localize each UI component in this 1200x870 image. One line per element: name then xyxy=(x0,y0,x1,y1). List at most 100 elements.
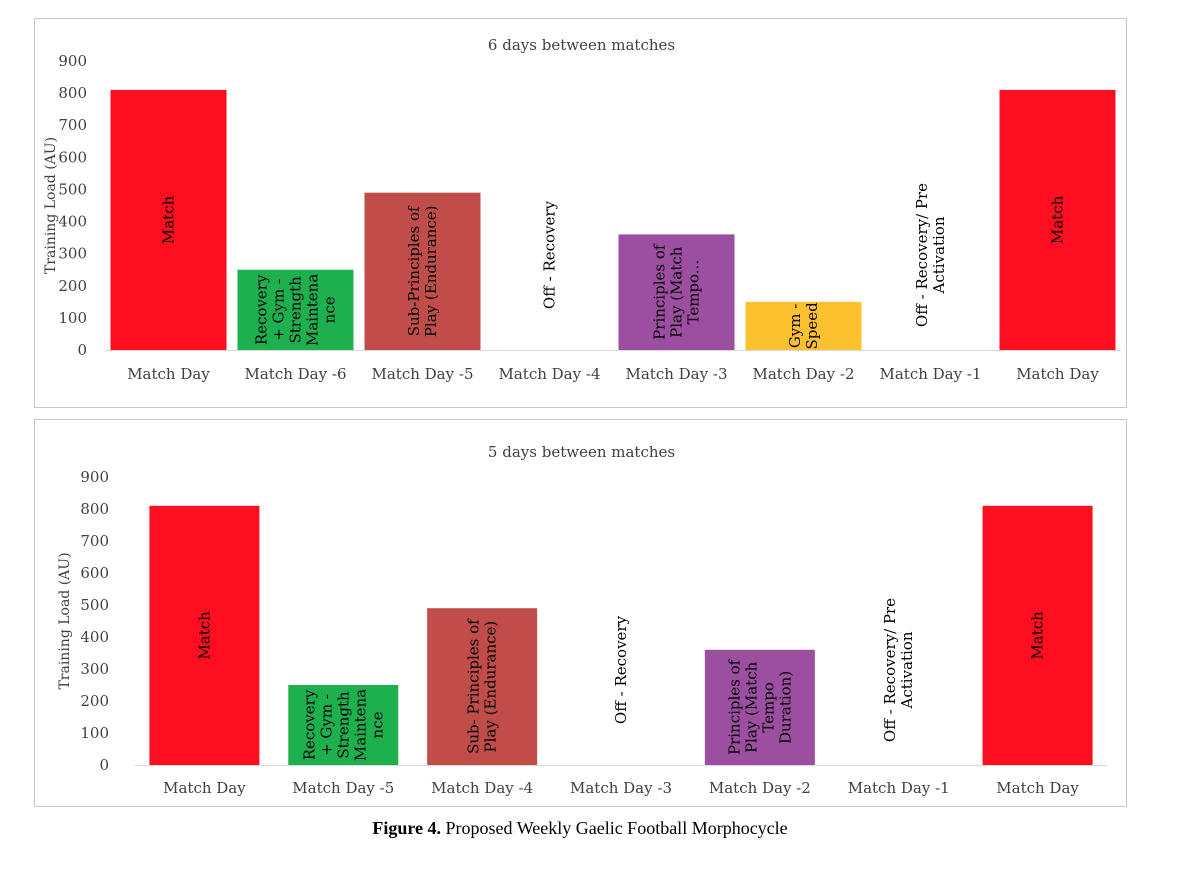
bar xyxy=(704,649,815,765)
y-tick-label: 300 xyxy=(80,660,109,678)
y-tick-label: 400 xyxy=(80,628,109,646)
chart-5-days-svg: 5 days between matches Training Load (AU)… xyxy=(57,443,1107,797)
chart-title: 6 days between matches xyxy=(488,36,675,54)
bar-label: Match xyxy=(160,195,178,244)
y-tick-label: 400 xyxy=(58,213,87,231)
bar-label-line: Match xyxy=(1029,611,1047,660)
bar-label-line: Off - Recovery/ Pre xyxy=(881,598,899,742)
x-tick-label: Match Day -4 xyxy=(499,365,601,383)
bar-label-line: + Gym - xyxy=(270,279,288,341)
x-tick-label: Match Day -1 xyxy=(880,365,982,383)
y-tick-label: 600 xyxy=(58,148,87,166)
y-tick-label: 0 xyxy=(99,756,109,774)
bar xyxy=(288,685,399,765)
bar-label-line: Off - Recovery xyxy=(612,615,630,724)
bar-label: Recovery + Gym - Strength Maintena nce xyxy=(253,274,339,346)
bar xyxy=(110,89,227,351)
bar-label-line: Play (Endurance) xyxy=(422,205,440,337)
bar-label-line: + Gym - xyxy=(317,694,335,756)
bar-label-line: Off - Recovery xyxy=(541,200,559,309)
bar-label-line: Sub-Principles of xyxy=(405,205,423,336)
chart-6-days: 6 days between matches Training Load (AU)… xyxy=(34,18,1127,408)
bar xyxy=(149,505,260,765)
x-tick-label: Match Day -2 xyxy=(709,779,811,797)
bar-label: Off - Recovery xyxy=(541,200,559,309)
figure-caption: Figure 4. Proposed Weekly Gaelic Footbal… xyxy=(0,818,1160,839)
bar-label: Match xyxy=(195,611,213,660)
bar-label: Principles of Play (Match Tempo Duration) xyxy=(725,658,794,755)
x-tick-label: Match Day -6 xyxy=(245,365,347,383)
bar-label-line: Strength xyxy=(334,691,352,759)
bar-label-line: Play (Match xyxy=(668,246,686,338)
y-tick-label: 800 xyxy=(58,84,87,102)
x-tick-label: Match Day xyxy=(163,779,246,797)
y-axis-label: Training Load (AU) xyxy=(57,552,73,689)
bar-label-line: Duration) xyxy=(776,671,794,744)
bar xyxy=(999,89,1116,351)
bar-label-line: Principles of xyxy=(651,243,669,340)
bar-label: Sub-Principles of Play (Endurance) xyxy=(405,205,440,337)
y-tick-label: 700 xyxy=(58,116,87,134)
bar-label-line: Speed xyxy=(803,302,821,350)
bar xyxy=(618,234,735,350)
y-tick-label: 700 xyxy=(80,532,109,550)
x-tick-label: Match Day -3 xyxy=(626,365,728,383)
y-tick-label: 100 xyxy=(58,309,87,327)
y-tick-label: 300 xyxy=(58,245,87,263)
bar-label-line: Play (Endurance) xyxy=(482,621,500,753)
y-tick-label: 200 xyxy=(58,277,87,295)
bar-label-line: Match xyxy=(1049,195,1067,244)
bar xyxy=(427,608,538,765)
y-axis-label: Training Load (AU) xyxy=(43,137,59,274)
x-tick-label: Match Day xyxy=(127,365,210,383)
bar-label-line: Recovery xyxy=(300,689,318,760)
y-tick-label: 100 xyxy=(80,724,109,742)
chart-6-days-svg: 6 days between matches Training Load (AU)… xyxy=(43,36,1121,383)
figure-caption-text: Proposed Weekly Gaelic Football Morphocy… xyxy=(441,818,788,838)
bar xyxy=(982,505,1093,765)
bar-label-line: Gym - xyxy=(786,304,804,349)
bar-label: Principles of Play (Match Tempo... xyxy=(651,243,703,340)
x-tick-label: Match Day xyxy=(996,779,1079,797)
bar-label: Recovery + Gym - Strength Maintena nce xyxy=(300,689,386,761)
y-tick-label: 600 xyxy=(80,564,109,582)
chart-title: 5 days between matches xyxy=(488,443,675,461)
y-tick-label: 800 xyxy=(80,500,109,518)
x-tick-label: Match Day xyxy=(1016,365,1099,383)
y-tick-label: 0 xyxy=(77,341,87,359)
bar-label: Gym - Speed xyxy=(786,302,821,350)
chart-5-days: 5 days between matches Training Load (AU)… xyxy=(34,419,1127,807)
y-tick-label: 500 xyxy=(80,596,109,614)
y-tick-label: 500 xyxy=(58,180,87,198)
bar-label: Off - Recovery/ Pre Activation xyxy=(881,598,916,742)
bar-label-line: Principles of xyxy=(725,658,743,755)
x-tick-label: Match Day -5 xyxy=(372,365,474,383)
x-tick-label: Match Day -2 xyxy=(753,365,855,383)
bar-label-line: Activation xyxy=(930,216,948,294)
bar-label-line: nce xyxy=(368,711,386,738)
bar xyxy=(364,192,481,350)
bar-label-line: nce xyxy=(321,296,339,323)
x-tick-label: Match Day -3 xyxy=(570,779,672,797)
x-tick-label: Match Day -1 xyxy=(848,779,950,797)
bar-label: Match xyxy=(1029,611,1047,660)
x-tick-label: Match Day -4 xyxy=(431,779,533,797)
bar xyxy=(745,301,862,350)
bar-label-line: Match xyxy=(160,195,178,244)
figure-caption-label: Figure 4. xyxy=(372,818,442,838)
bar-label-line: Off - Recovery/ Pre xyxy=(913,183,931,327)
y-tick-label: 900 xyxy=(58,52,87,70)
bar-label-line: Maintena xyxy=(351,689,369,761)
bar-label-line: Recovery xyxy=(253,274,271,345)
bar-label-line: Strength xyxy=(287,276,305,344)
bar-label: Off - Recovery/ Pre Activation xyxy=(913,183,948,327)
bar-label: Sub- Principles of Play (Endurance) xyxy=(465,618,500,754)
bar-label: Off - Recovery xyxy=(612,615,630,724)
x-tick-label: Match Day -5 xyxy=(292,779,394,797)
bar xyxy=(237,269,354,350)
bar-label-line: Match xyxy=(195,611,213,660)
bar-label-line: Play (Match xyxy=(742,661,760,753)
bar-label-line: Tempo... xyxy=(685,260,703,325)
bar-label-line: Sub- Principles of xyxy=(465,618,483,754)
bar-label-line: Maintena xyxy=(304,274,322,346)
